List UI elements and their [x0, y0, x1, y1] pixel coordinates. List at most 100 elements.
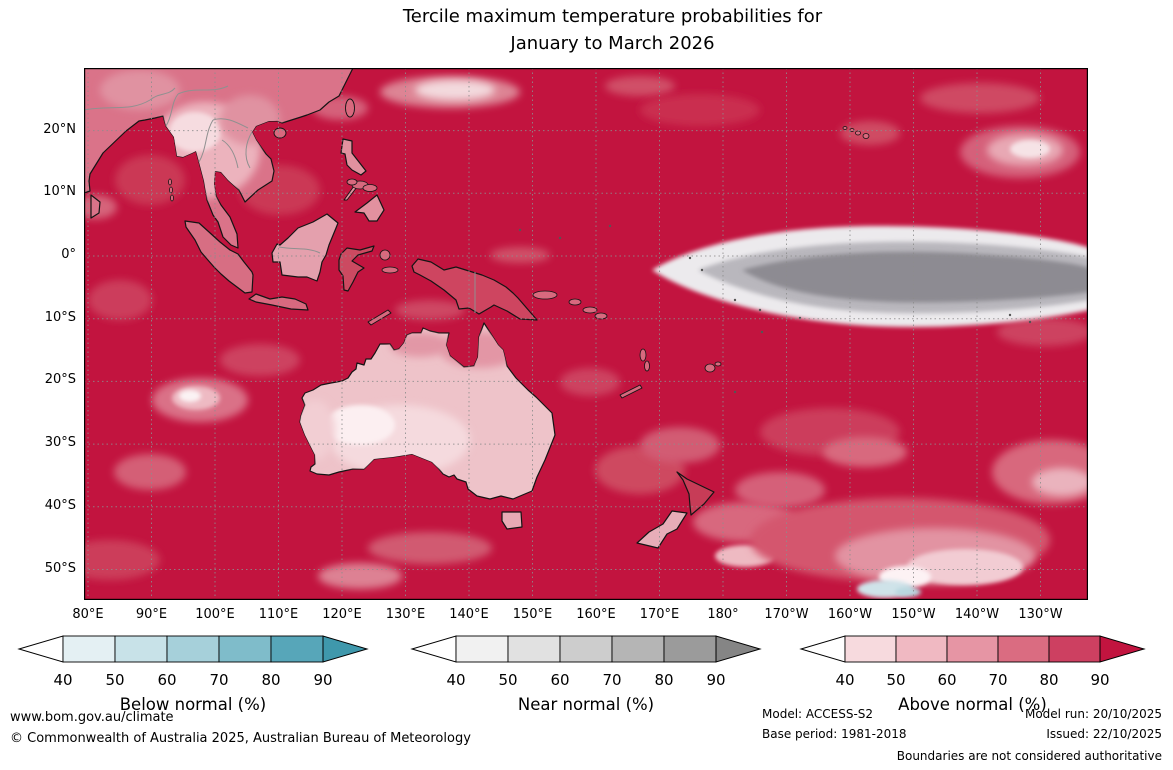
legend-below-right-arrow: [322, 635, 369, 663]
chart-title: Tercile maximum temperature probabilitie…: [0, 3, 1173, 57]
issued-label: Issued: 22/10/2025: [1046, 727, 1162, 741]
probability-map: [84, 68, 1088, 600]
legend-near-right-arrow: [715, 635, 762, 663]
legend-near-tick: 70: [602, 671, 621, 689]
legend-near-label: Near normal (%): [518, 695, 654, 714]
legend-below: 40 50 60 70 80 90 Below normal (%): [17, 635, 369, 714]
legend-below-tick: 40: [53, 671, 72, 689]
taiwan-island: [345, 98, 355, 118]
legend-above-segment-5: [1048, 635, 1101, 663]
lat-tick-label: 30°S: [44, 435, 76, 451]
legend-below-segment-2: [114, 635, 168, 663]
country-borders: [84, 85, 476, 313]
hainan-island: [273, 127, 287, 139]
legend-near-segment-1: [455, 635, 509, 663]
lon-tick-label: 100°E: [195, 607, 235, 622]
lon-tick-label: 150°E: [512, 607, 553, 622]
lon-tick-label: 80°E: [72, 607, 104, 622]
legend-below-segment-5: [270, 635, 324, 663]
lat-tick-label: 10°N: [43, 184, 76, 200]
lon-tick-label: 170°W: [764, 607, 809, 622]
legend-near-left-arrow: [410, 635, 457, 663]
legend-above-tick: 70: [988, 671, 1007, 689]
lon-tick-label: 140°W: [954, 607, 1000, 622]
legend-below-label: Below normal (%): [120, 695, 267, 714]
luzon-landmass: [340, 138, 367, 176]
legend-near-tick: 60: [550, 671, 569, 689]
legend-below-tick: 90: [313, 671, 332, 689]
borneo-landmass: [271, 213, 339, 282]
legend-above-segment-4: [997, 635, 1050, 663]
near-normal-equatorial-tongue: [652, 226, 1088, 328]
legend-above-tick: 60: [937, 671, 956, 689]
model-run-label: Model run: 20/10/2025: [1024, 707, 1162, 721]
legend-above-left-arrow: [799, 635, 846, 663]
new-caledonia-island: [619, 384, 643, 399]
ocean-probability-patches: [84, 72, 1088, 598]
lon-tick-label: 110°E: [258, 607, 299, 622]
legend-below-segment-3: [166, 635, 220, 663]
lon-tick-label: 150°W: [891, 607, 936, 622]
legend-below-tick: 50: [105, 671, 124, 689]
legend-near: 40 50 60 70 80 90 Near normal (%): [410, 635, 762, 714]
lat-tick-label: 20°S: [44, 372, 76, 388]
sri-lanka-island: [90, 194, 101, 219]
copyright-line: © Commonwealth of Australia 2025, Austra…: [10, 731, 471, 746]
legend-near-tick: 90: [706, 671, 725, 689]
lon-tick-label: 160°W: [827, 607, 873, 622]
lon-tick-label: 170°E: [639, 607, 680, 622]
map-frame: [84, 68, 1088, 600]
legend-below-tick: 70: [209, 671, 228, 689]
lat-tick-label: 40°S: [44, 497, 76, 513]
lon-tick-label: 140°E: [449, 607, 489, 622]
mindanao-landmass: [354, 194, 385, 222]
legend-near-segment-2: [507, 635, 561, 663]
legend-below-segment-1: [62, 635, 116, 663]
lon-tick-label: 120°E: [322, 607, 362, 622]
legend-near-tick: 50: [498, 671, 517, 689]
legend-above-tick: 80: [1039, 671, 1058, 689]
legend-near-segment-4: [611, 635, 665, 663]
legend-below-tick: 60: [157, 671, 176, 689]
tasmania-landmass: [501, 511, 523, 530]
legend-near-segment-3: [559, 635, 613, 663]
legend-near-tick: 40: [446, 671, 465, 689]
legend-below-segment-4: [218, 635, 272, 663]
nz-north-island: [676, 471, 715, 516]
chart-title-line1: Tercile maximum temperature probabilitie…: [402, 6, 823, 27]
lat-tick-label: 20°N: [43, 121, 76, 137]
legend-above-tick: 50: [886, 671, 905, 689]
lon-tick-label: 90°E: [135, 607, 168, 622]
legend-above-segment-2: [895, 635, 948, 663]
sumatra-landmass: [184, 220, 254, 294]
lon-tick-label: 130°W: [1018, 607, 1063, 622]
legend-below-tick: 80: [261, 671, 280, 689]
nz-south-island: [636, 510, 688, 549]
legend-above-label: Above normal (%): [898, 695, 1047, 714]
legend-above-tick: 40: [835, 671, 854, 689]
lat-tick-label: 10°S: [44, 309, 76, 325]
map-field: [84, 68, 1088, 600]
legend-above-segment-1: [844, 635, 897, 663]
timor-island: [367, 309, 392, 326]
sulawesi-landmass: [338, 245, 375, 292]
graticule-gridlines: [84, 68, 1088, 600]
lat-tick-label: 50°S: [44, 560, 76, 576]
base-period-label: Base period: 1981-2018: [762, 727, 907, 741]
chart-title-line2: January to March 2026: [510, 33, 715, 54]
model-label: Model: ACCESS-S2: [762, 707, 874, 721]
legend-below-left-arrow: [17, 635, 64, 663]
lat-tick-label: 0°: [61, 247, 76, 262]
pacific-atoll-specks: [518, 224, 1032, 394]
legend-colorbars: 40 50 60 70 80 90 Below normal (%) 40 50 60 70 80 90…: [17, 635, 1146, 714]
lon-tick-label: 180°: [707, 607, 739, 622]
legend-near-tick: 80: [654, 671, 673, 689]
legend-above-right-arrow: [1099, 635, 1146, 663]
boundaries-note: Boundaries are not considered authoritat…: [896, 749, 1162, 763]
legend-above: 40 50 60 70 80 90 Above normal (%): [799, 635, 1146, 714]
legend-above-segment-3: [946, 635, 999, 663]
legend-above-tick: 90: [1090, 671, 1109, 689]
lon-tick-label: 160°E: [576, 607, 616, 622]
lon-tick-label: 130°E: [385, 607, 426, 622]
